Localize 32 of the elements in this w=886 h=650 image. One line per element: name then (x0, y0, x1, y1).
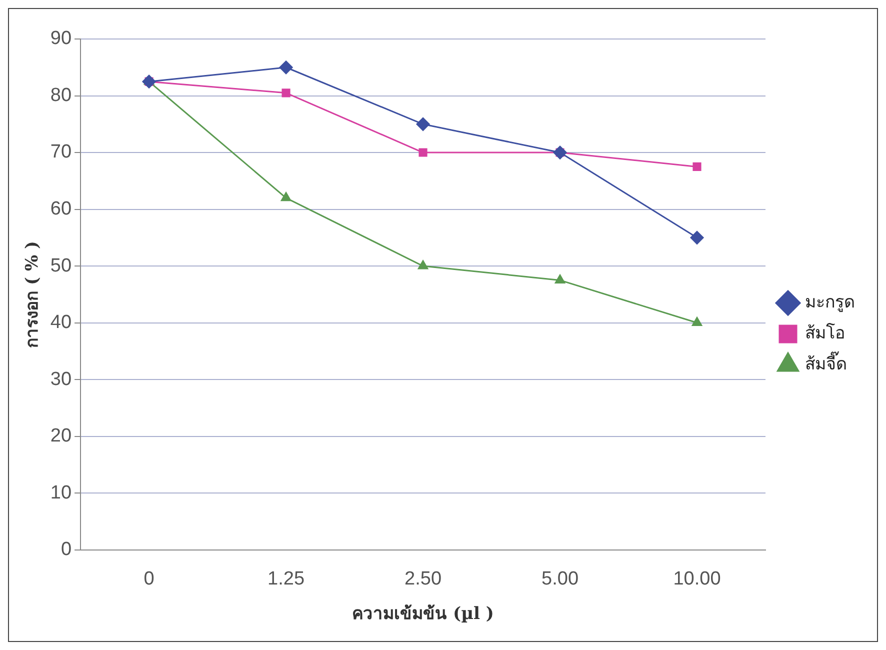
y-axis-title: การงอก ( % ) (22, 240, 43, 348)
legend-label: ส้มจี๊ด (805, 350, 847, 374)
x-tick-label: 0 (144, 568, 154, 590)
y-tick-label: 70 (50, 142, 72, 163)
point (418, 148, 428, 157)
y-tick-label: 30 (50, 368, 72, 390)
y-tick-label: 0 (60, 539, 72, 560)
y-tick-label: 40 (50, 312, 72, 334)
x-tick-label: 1.25 (268, 568, 305, 590)
y-tick-label: 10 (50, 482, 72, 504)
point (418, 260, 428, 270)
y-tick-label: 60 (50, 198, 72, 220)
point (280, 192, 292, 202)
x-tick-label: 10.00 (673, 568, 721, 590)
point (282, 88, 290, 98)
y-tick-label: 80 (50, 84, 72, 106)
point (142, 74, 156, 88)
y-tick-label: 20 (50, 426, 72, 447)
legend-label: มะกรูด (805, 292, 855, 312)
y-tick-label: 50 (50, 255, 72, 276)
y-tick-label: 90 (50, 28, 72, 50)
legend-label: ส้มโอ (805, 322, 845, 344)
x-axis-title: ความเข้มข้น (µl ) (352, 604, 494, 624)
point (692, 317, 702, 326)
point (553, 146, 567, 160)
x-tick-label: 2.50 (404, 568, 442, 590)
point (690, 230, 704, 244)
x-tick-label: 5.00 (542, 568, 578, 590)
point (692, 162, 702, 171)
point (416, 117, 430, 131)
point (554, 274, 566, 284)
point (279, 60, 293, 74)
